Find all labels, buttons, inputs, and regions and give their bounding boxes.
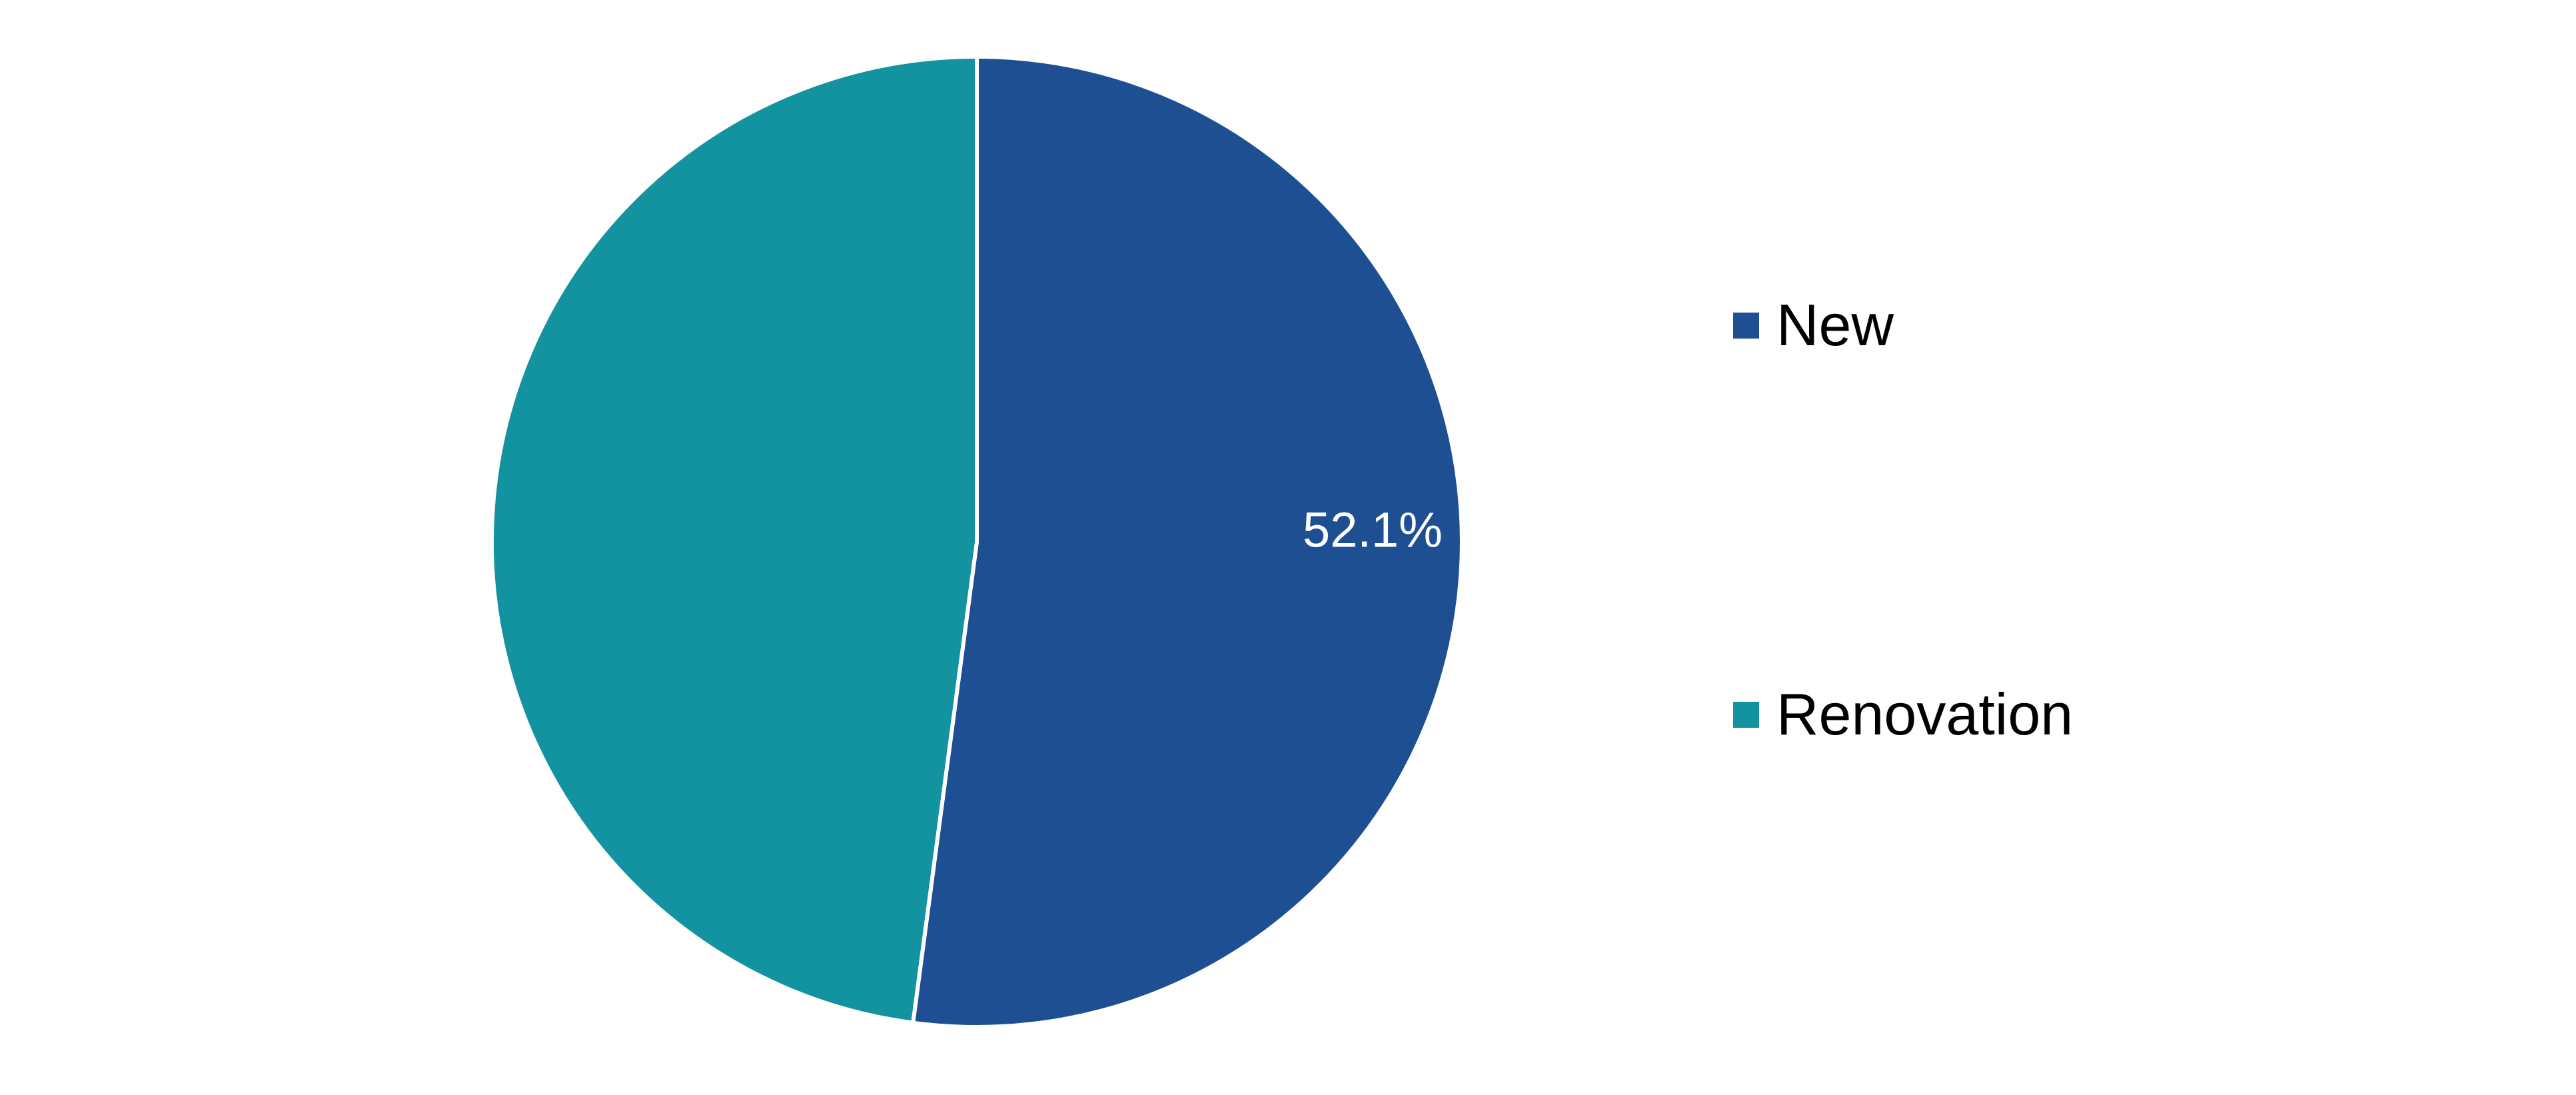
legend-label-renovation: Renovation (1776, 681, 2073, 747)
legend-label-new: New (1776, 292, 1894, 358)
pie-slices (490, 54, 1465, 1029)
legend-swatch-renovation (1733, 702, 1759, 728)
pie-slice-renovation (490, 54, 979, 1026)
data-label-new: 52.1% (1303, 503, 1443, 558)
legend: New Renovation (1733, 292, 2073, 747)
data-labels: 52.1% (1303, 503, 1443, 558)
pie-slice-new (910, 54, 1465, 1029)
legend-swatch-new (1733, 313, 1759, 339)
